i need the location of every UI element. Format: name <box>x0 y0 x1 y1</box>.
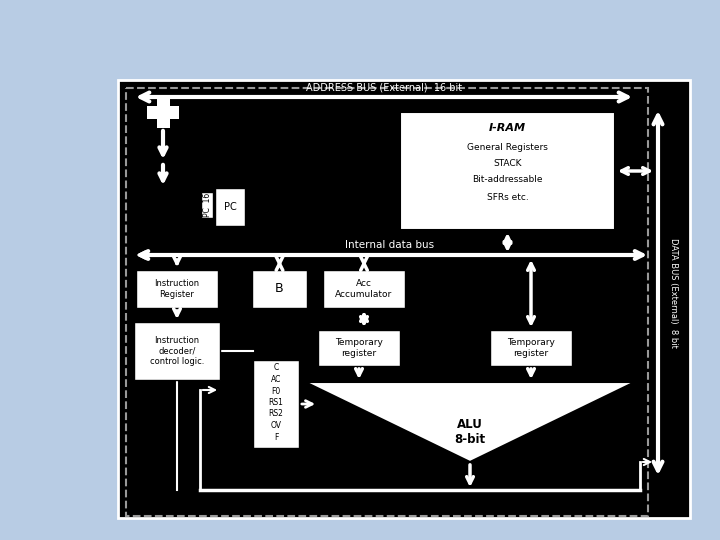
Bar <box>253 360 299 448</box>
Text: RS1: RS1 <box>269 398 284 407</box>
Bar <box>126 88 648 516</box>
Text: AC: AC <box>271 375 282 384</box>
Text: ALU
8-bit: ALU 8-bit <box>454 418 485 446</box>
Bar <box>252 270 307 308</box>
Text: C: C <box>274 363 279 373</box>
Text: Instruction
decoder/
control logic.: Instruction decoder/ control logic. <box>150 336 204 366</box>
Bar <box>134 322 220 380</box>
Text: STACK: STACK <box>493 159 522 168</box>
Text: F: F <box>274 433 278 442</box>
Bar <box>400 112 615 230</box>
Bar <box>490 330 572 366</box>
Bar <box>136 270 218 308</box>
Text: ADDRESS BUS (External)  16 bit: ADDRESS BUS (External) 16 bit <box>306 83 462 93</box>
Bar <box>323 270 405 308</box>
Text: B: B <box>275 282 284 295</box>
Text: Temporary
register: Temporary register <box>335 338 383 357</box>
Text: Internal data bus: Internal data bus <box>346 240 435 250</box>
Text: PC  16: PC 16 <box>202 193 212 217</box>
Bar <box>118 80 690 518</box>
Text: OV: OV <box>271 421 282 430</box>
Polygon shape <box>305 382 635 462</box>
Text: SFRs etc.: SFRs etc. <box>487 192 528 201</box>
Text: Temporary
register: Temporary register <box>507 338 555 357</box>
Text: Instruction
Register: Instruction Register <box>154 279 199 299</box>
Text: PC: PC <box>224 202 236 212</box>
Bar <box>215 188 245 226</box>
Text: Bit-addressable: Bit-addressable <box>472 176 543 185</box>
Bar <box>318 330 400 366</box>
Text: DATA BUS (External)  8 bit: DATA BUS (External) 8 bit <box>670 238 678 348</box>
Text: General Registers: General Registers <box>467 143 548 152</box>
Text: Acc
Accumulator: Acc Accumulator <box>336 279 392 299</box>
Bar <box>147 106 179 119</box>
Text: I-RAM: I-RAM <box>489 123 526 133</box>
Text: RS2: RS2 <box>269 409 284 418</box>
Text: F0: F0 <box>271 387 281 395</box>
Bar <box>157 96 170 128</box>
